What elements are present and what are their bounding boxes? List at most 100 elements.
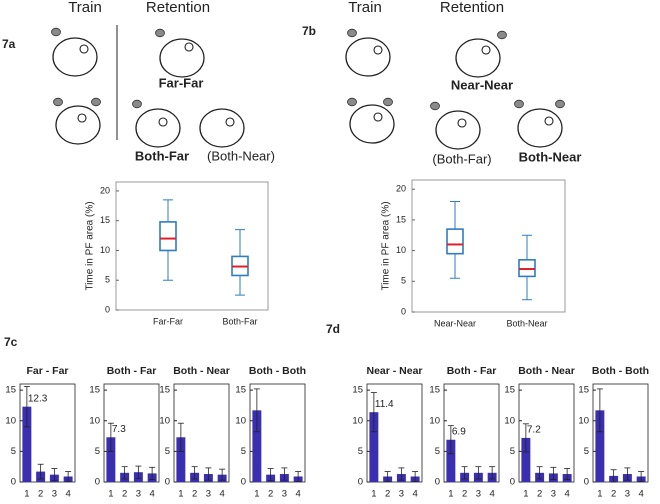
platform (225, 117, 235, 127)
y-tick-label: 15 (100, 215, 110, 225)
plot-area (411, 179, 566, 313)
x-tick-label: 1 (523, 489, 528, 500)
y-tick-label: 10 (504, 415, 515, 426)
platform (373, 45, 383, 55)
error-bar (564, 468, 571, 480)
cue (555, 99, 565, 109)
y-tick-label: 10 (429, 415, 440, 426)
x-tick-label: 3 (625, 489, 630, 500)
arena (435, 110, 481, 150)
y-tick-label: 5 (435, 446, 440, 457)
error-bar (489, 466, 496, 480)
x-tick-label: 2 (385, 489, 390, 500)
subplot-title: Both - Both (592, 365, 649, 377)
cue (383, 97, 393, 107)
y-tick-label: 10 (100, 245, 110, 255)
error-bar (384, 471, 391, 482)
x-tick-label: 1 (597, 489, 602, 500)
y-tick-label: 0 (241, 477, 246, 488)
x-tick-label: Both-Near (506, 318, 547, 328)
diagram-art (51, 25, 565, 150)
y-tick-label: 10 (352, 415, 363, 426)
bar (252, 410, 262, 482)
x-tick-label: 2 (611, 489, 616, 500)
error-bar (461, 466, 468, 480)
x-tick-label: 3 (551, 489, 556, 500)
y-tick-label: 15 (396, 214, 406, 224)
error-bar (107, 422, 114, 452)
y-tick-label: 15 (89, 385, 100, 396)
bar (521, 437, 531, 482)
arena (135, 108, 181, 148)
box (446, 228, 464, 255)
y-tick-label: 10 (5, 415, 16, 426)
panel-label: 7c (4, 335, 18, 349)
y-tick-label: 5 (358, 446, 363, 457)
error-bar (267, 468, 274, 482)
bar (176, 437, 186, 482)
cue (155, 28, 165, 38)
error-bar (253, 388, 260, 433)
x-tick-label: 1 (371, 489, 376, 500)
error-bar (624, 467, 631, 481)
y-tick-label: 0 (510, 477, 515, 488)
subplot-title: Both - Far (107, 365, 157, 377)
error-bar (23, 386, 30, 428)
y-tick-label: 0 (165, 477, 170, 488)
x-tick-label: 3 (476, 489, 481, 500)
error-bar (191, 466, 198, 480)
arena (517, 108, 563, 148)
condition-label: Near-Near (451, 77, 513, 92)
subplot-title: Both - Both (249, 365, 306, 377)
y-tick-label: 0 (105, 304, 110, 314)
bar (595, 410, 605, 482)
y-tick-label: 10 (235, 415, 246, 426)
y-tick-label: 15 (159, 385, 170, 396)
condition-label: (Both-Far) (432, 151, 491, 166)
y-tick-label: 5 (510, 446, 515, 457)
retention-heading: Retention (440, 0, 504, 16)
error-bar (370, 392, 377, 433)
y-tick-label: 10 (396, 245, 406, 255)
arena (199, 108, 245, 148)
error-bar (550, 466, 557, 480)
error-bar (177, 422, 184, 452)
x-tick-label: Far-Far (153, 316, 183, 326)
value-label: 11.4 (375, 399, 394, 410)
cue (347, 97, 357, 107)
x-tick-label: 2 (537, 489, 542, 500)
x-tick-label: 1 (448, 489, 453, 500)
arena (52, 37, 98, 77)
error-bar (596, 388, 603, 433)
y-tick-label: 5 (401, 276, 406, 286)
error-bar (205, 467, 212, 481)
y-tick-label: 5 (95, 446, 100, 457)
error-bar (447, 425, 454, 455)
error-bar (149, 466, 156, 480)
y-tick-label: 15 (352, 385, 363, 396)
y-tick-label: 10 (578, 415, 589, 426)
arena (455, 38, 501, 78)
y-tick-label: 10 (89, 415, 100, 426)
panel-label: 7d (326, 322, 340, 336)
y-tick-label: 0 (584, 477, 589, 488)
panel-label: 7b (302, 24, 316, 38)
x-tick-label: Near-Near (434, 318, 476, 328)
y-tick-label: 5 (105, 275, 110, 285)
train-heading: Train (348, 0, 382, 16)
x-tick-label: 4 (489, 489, 494, 500)
arena (159, 38, 205, 78)
subplot-title: Both - Near (173, 365, 230, 377)
arena (345, 37, 391, 77)
platform (373, 112, 383, 122)
retention-heading: Retention (146, 0, 210, 16)
value-label: 6.9 (452, 426, 466, 437)
y-tick-label: 0 (401, 306, 406, 316)
arena (349, 104, 395, 144)
train-heading: Train (68, 0, 102, 16)
error-bar (475, 466, 482, 480)
error-bar (398, 467, 405, 481)
subplot-title: Far - Far (26, 365, 68, 377)
y-tick-label: 0 (435, 477, 440, 488)
